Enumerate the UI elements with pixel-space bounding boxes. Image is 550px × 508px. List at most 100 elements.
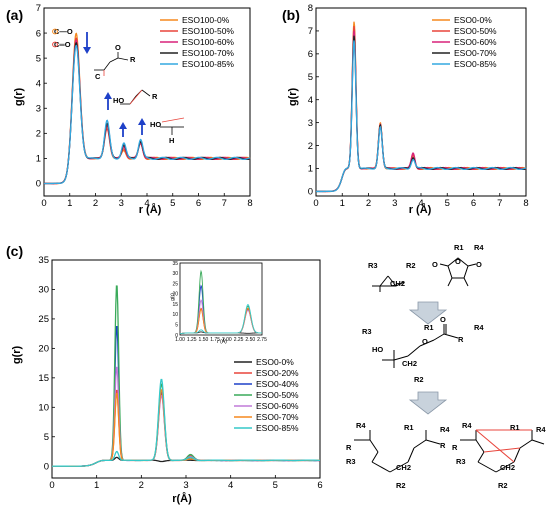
scheme-arrow-2-icon xyxy=(408,391,448,415)
y-tick-label-c-35: 35 xyxy=(38,255,49,266)
y-tick-label-c-5: 5 xyxy=(44,432,49,443)
legend-entry-c-ESO0-0%: ESO0-0% xyxy=(256,357,294,367)
x-tick-label-b-0: 0 xyxy=(313,198,318,209)
scheme-r4-mid: R4 xyxy=(474,323,484,332)
inset-x-tick-1.00: 1.00 xyxy=(175,337,185,343)
y-tick-label-b-8: 8 xyxy=(308,3,313,14)
y-tick-label-c-15: 15 xyxy=(38,373,49,384)
ylabel-c: g(r) xyxy=(11,346,23,365)
y-tick-label-a-7: 7 xyxy=(36,3,41,14)
scheme-r2-mid: R2 xyxy=(414,375,424,384)
x-tick-label-a-6: 6 xyxy=(196,198,201,209)
chem-o-1: O xyxy=(115,43,121,52)
co-double-marker xyxy=(52,41,58,48)
scheme-ch2-top: CH2 xyxy=(390,279,405,288)
co-single-label: C—O xyxy=(54,27,73,36)
inset-y-tick-15: 15 xyxy=(172,302,178,308)
annotations-a: C—O C═O C O R HO R xyxy=(52,27,185,145)
ylabel-b: g(r) xyxy=(287,88,299,107)
x-tick-label-b-3: 3 xyxy=(392,198,397,209)
up-arrow-icon-1 xyxy=(104,92,112,99)
inset-y-tick-20: 20 xyxy=(172,292,178,298)
x-tick-label-a-0: 0 xyxy=(41,198,46,209)
y-tick-label-b-0: 0 xyxy=(308,187,313,198)
product-structure-left xyxy=(354,430,441,473)
y-tick-label-b-7: 7 xyxy=(308,26,313,37)
scheme-ch2-pl: CH2 xyxy=(396,463,411,472)
chem-r-2: R xyxy=(152,92,158,101)
scheme-r4-pl: R4 xyxy=(356,421,366,430)
y-tick-label-a-6: 6 xyxy=(36,28,41,39)
y-tick-label-b-4: 4 xyxy=(308,95,313,106)
x-tick-label-b-6: 6 xyxy=(471,198,476,209)
legend-entry-a-ESO100-70%: ESO100-70% xyxy=(182,48,234,58)
legend-entry-b-ESO0-70%: ESO0-70% xyxy=(454,48,497,58)
ylabel-a: g(r) xyxy=(13,88,25,107)
legend-entry-a-ESO100-50%: ESO100-50% xyxy=(182,26,234,36)
y-tick-label-c-25: 25 xyxy=(38,314,49,325)
y-tick-label-b-6: 6 xyxy=(308,49,313,60)
inset-ylabel: g(r) xyxy=(170,293,176,301)
legend-entry-b-ESO0-50%: ESO0-50% xyxy=(454,26,497,36)
legend-entry-b-ESO0-85%: ESO0-85% xyxy=(454,59,497,69)
scheme-r-pl-2: R xyxy=(440,441,446,450)
inset-x-tick-1.75: 1.75 xyxy=(210,337,220,343)
x-tick-label-a-5: 5 xyxy=(170,198,175,209)
xlabel-b: r (Å) xyxy=(409,203,432,216)
epoxide-ring-1 xyxy=(372,275,405,292)
x-tick-label-b-8: 8 xyxy=(523,198,528,209)
molecule-sketch-3 xyxy=(160,117,185,135)
x-tick-label-b-5: 5 xyxy=(445,198,450,209)
y-tick-label-a-4: 4 xyxy=(36,78,41,89)
inset-x-tick-2.50: 2.50 xyxy=(245,337,255,343)
scheme-r-mid: R xyxy=(458,335,464,344)
panel-label-a: (a) xyxy=(6,7,23,23)
inset-frame xyxy=(179,262,263,336)
xlabel-a: r (Å) xyxy=(139,203,162,216)
scheme-r1-pl: R1 xyxy=(404,423,414,432)
x-tick-label-c-3: 3 xyxy=(183,480,188,491)
scheme-o-right: O xyxy=(476,260,482,269)
inset-x-tick-2.00: 2.00 xyxy=(222,337,232,343)
legend-entry-b-ESO0-0%: ESO0-0% xyxy=(454,15,492,25)
chem-h-3: H xyxy=(169,136,174,145)
scheme-r2-top: R2 xyxy=(406,261,416,270)
scheme-ho-mid: HO xyxy=(372,345,383,354)
inset-y-tick-25: 25 xyxy=(172,281,178,287)
scheme-r4-top: R4 xyxy=(474,243,484,252)
chem-c-1: C xyxy=(95,72,101,81)
scheme-r3-pr: R3 xyxy=(456,457,466,466)
y-tick-label-b-3: 3 xyxy=(308,118,313,129)
y-tick-label-a-2: 2 xyxy=(36,129,41,140)
x-tick-label-b-7: 7 xyxy=(497,198,502,209)
inset-xlabel: r (Å) xyxy=(217,338,227,345)
x-tick-label-a-4: 4 xyxy=(144,198,149,209)
molecule-sketch-2 xyxy=(120,89,151,105)
intermediate-structure xyxy=(382,324,459,368)
scheme-arrow-1-icon xyxy=(408,301,448,325)
scheme-ch2-pr: CH2 xyxy=(500,463,515,472)
scheme-o-ring: O xyxy=(455,257,461,266)
y-tick-label-c-10: 10 xyxy=(38,402,49,413)
scheme-r-pr: R xyxy=(452,443,458,452)
inset-x-tick-2.25: 2.25 xyxy=(234,337,244,343)
series-line-a-ESO100-85% xyxy=(44,44,251,185)
product-structure-right xyxy=(460,430,545,473)
y-tick-label-c-20: 20 xyxy=(38,344,49,355)
y-tick-label-b-1: 1 xyxy=(308,164,313,175)
chem-r-1: R xyxy=(130,55,136,64)
x-tick-label-c-4: 4 xyxy=(228,480,233,491)
scheme-r1-mid: R1 xyxy=(424,323,434,332)
legend-entry-c-ESO0-40%: ESO0-40% xyxy=(256,379,299,389)
chem-ho-2: HO xyxy=(113,96,124,105)
scheme-o-mid: O xyxy=(440,315,446,324)
scheme-r3-top: R3 xyxy=(368,261,378,270)
y-tick-label-a-5: 5 xyxy=(36,53,41,64)
scheme-o-left: O xyxy=(432,260,438,269)
inset-x-tick-2.75: 2.75 xyxy=(257,337,267,343)
y-tick-label-a-1: 1 xyxy=(36,154,41,165)
x-tick-label-a-3: 3 xyxy=(119,198,124,209)
scheme-r4-pr2: R4 xyxy=(536,425,546,434)
scheme-r2-pr: R2 xyxy=(498,481,508,490)
